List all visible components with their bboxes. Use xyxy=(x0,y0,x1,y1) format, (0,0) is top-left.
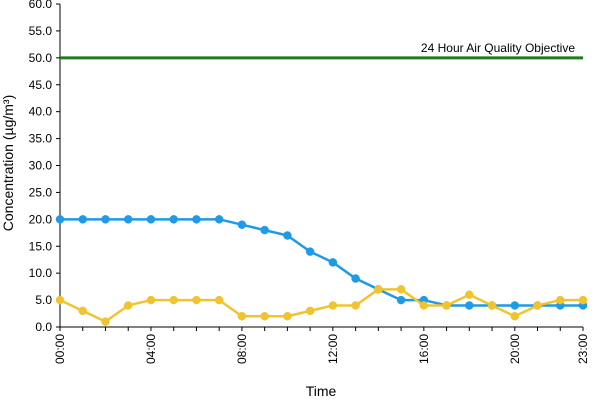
x-axis-title: Time xyxy=(306,383,337,399)
series-1-line xyxy=(60,218,583,307)
x-tick-label: 00:00 xyxy=(53,334,67,364)
series-2-point xyxy=(556,295,565,305)
y-tick-label: 15.0 xyxy=(29,239,53,253)
x-tick-label: 23:00 xyxy=(576,334,590,364)
series-2-point xyxy=(578,295,588,305)
series-2-point xyxy=(146,295,156,305)
series-1-point xyxy=(192,215,201,224)
series-1-point xyxy=(101,215,110,224)
series-2-point xyxy=(374,285,383,294)
series-2-point xyxy=(487,301,497,310)
reference-line-group: 24 Hour Air Quality Objective xyxy=(60,41,583,60)
series-1-point xyxy=(510,301,520,310)
x-axis-ticks: 00:00 04:00 08:00 12:00 16:00 20:00 23:00 xyxy=(53,327,590,364)
x-tick-label: 12:00 xyxy=(326,334,340,364)
series-2-point xyxy=(55,295,65,305)
series-2-point xyxy=(351,301,360,310)
series-2-point xyxy=(305,306,315,316)
series-1-point xyxy=(214,215,224,224)
series-1-point xyxy=(260,225,269,235)
y-tick-label: 25.0 xyxy=(29,185,53,199)
y-tick-label: 10.0 xyxy=(29,266,53,280)
series-1-point xyxy=(237,220,247,229)
x-tick-label: 08:00 xyxy=(235,334,249,364)
y-tick-label: 60.0 xyxy=(29,0,53,11)
series-1-point xyxy=(78,215,87,224)
series-2-point xyxy=(260,311,269,321)
y-tick-label: 50.0 xyxy=(29,51,53,65)
y-tick-label: 30.0 xyxy=(29,159,53,173)
y-axis-ticks: 0.0 5.0 10.0 15.0 20.0 25.0 30.0 35.0 40.0 45.0 50… xyxy=(29,0,60,334)
series-2-point xyxy=(442,301,451,310)
series-1-point xyxy=(123,215,133,224)
y-tick-label: 40.0 xyxy=(29,105,53,119)
x-tick-label: 04:00 xyxy=(144,334,158,364)
series-2-point xyxy=(283,311,292,321)
series-2-point xyxy=(169,295,178,305)
series-1-point xyxy=(328,258,338,267)
series-2-point xyxy=(101,317,110,326)
series-1-point xyxy=(169,215,178,224)
series-1-point xyxy=(283,231,292,240)
series-1-point xyxy=(396,295,406,305)
series-2-point xyxy=(78,306,87,316)
y-tick-label: 45.0 xyxy=(29,78,53,92)
y-tick-label: 55.0 xyxy=(29,24,53,38)
series-2-point xyxy=(510,311,520,321)
y-tick-label: 20.0 xyxy=(29,212,53,226)
series-2-point xyxy=(237,311,247,321)
series-2-point xyxy=(123,301,133,310)
series-2-point xyxy=(214,295,224,305)
x-tick-label: 20:00 xyxy=(508,334,522,364)
series-1-point xyxy=(351,274,360,283)
series-2-point xyxy=(328,301,338,310)
y-axis-title: Concentration (µg/m³) xyxy=(0,95,16,231)
x-tick-label: 16:00 xyxy=(417,334,431,364)
series-1-point xyxy=(146,215,156,224)
series-2-point xyxy=(419,301,429,310)
series-2-point xyxy=(396,285,406,294)
y-tick-label: 5.0 xyxy=(35,293,52,307)
series-1-point xyxy=(305,247,315,256)
series-2-point xyxy=(465,290,474,299)
series-2-point xyxy=(533,301,542,310)
y-tick-label: 35.0 xyxy=(29,132,53,146)
series-1-point xyxy=(465,301,474,310)
series-group xyxy=(55,215,588,326)
series-2-point xyxy=(192,295,201,305)
series-1-point xyxy=(55,215,65,224)
reference-line-label: 24 Hour Air Quality Objective xyxy=(421,41,575,55)
y-tick-label: 0.0 xyxy=(35,320,52,334)
